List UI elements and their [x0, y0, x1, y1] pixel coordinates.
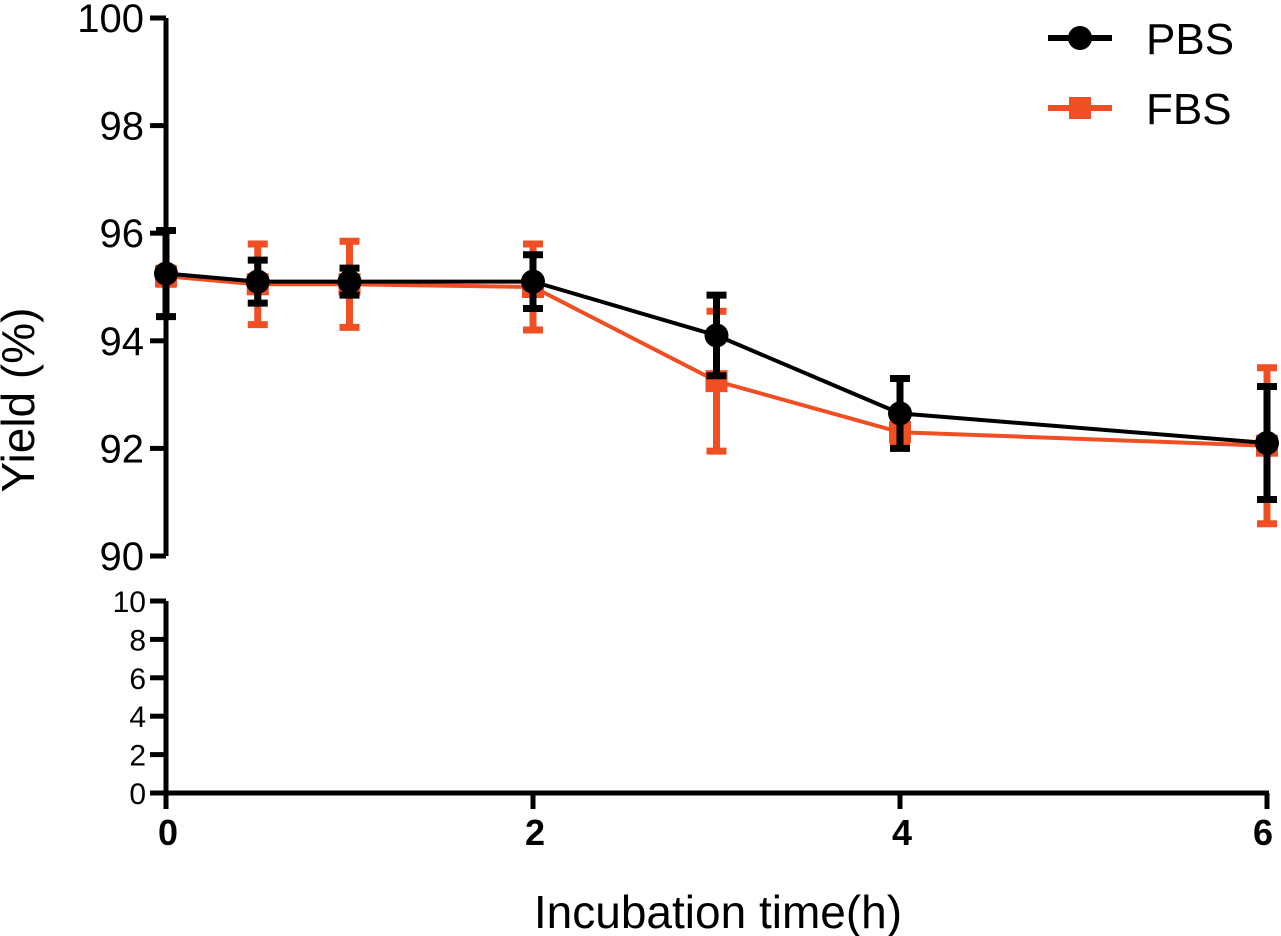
data-point: [1255, 431, 1279, 456]
y-tick-label-lower: 4: [129, 701, 146, 734]
series-pbs: [154, 227, 1279, 504]
legend-item-fbs: FBS: [1048, 85, 1232, 134]
x-tick-label: 2: [525, 812, 545, 853]
y-tick-label-lower: 2: [129, 740, 146, 773]
y-tick-label-lower: 10: [113, 586, 146, 619]
y-tick-label-upper: 100: [77, 0, 144, 41]
data-point: [521, 269, 545, 294]
y-tick-label-upper: 96: [100, 212, 145, 256]
x-tick-label: 4: [892, 812, 912, 853]
series-fbs: [155, 237, 1278, 528]
y-tick-label-lower: 8: [129, 624, 146, 657]
y-tick-label-upper: 98: [100, 105, 145, 149]
legend-label: FBS: [1146, 85, 1232, 134]
data-point: [245, 269, 270, 294]
data-point: [337, 269, 362, 294]
y-tick-label-upper: 90: [100, 535, 145, 579]
x-tick-label: 0: [158, 812, 178, 853]
data-point: [154, 261, 178, 286]
y-tick-label-lower: 6: [129, 663, 146, 696]
y-tick-label-upper: 94: [100, 320, 145, 364]
legend-label: PBS: [1146, 15, 1234, 64]
legend-item-pbs: PBS: [1048, 15, 1234, 64]
legend: PBS FBS: [1048, 15, 1234, 134]
y-tick-label-upper: 92: [100, 427, 145, 471]
legend-marker: [1068, 26, 1092, 50]
data-point: [704, 323, 729, 348]
y-tick-label-lower: 0: [129, 778, 146, 811]
y-axis-title: Yield (%): [0, 308, 44, 493]
x-tick-label: 6: [1253, 812, 1273, 853]
x-axis-title: Incubation time(h): [534, 886, 902, 936]
data-point: [888, 401, 912, 426]
series-layer: [154, 227, 1279, 528]
legend-marker: [1069, 97, 1091, 119]
